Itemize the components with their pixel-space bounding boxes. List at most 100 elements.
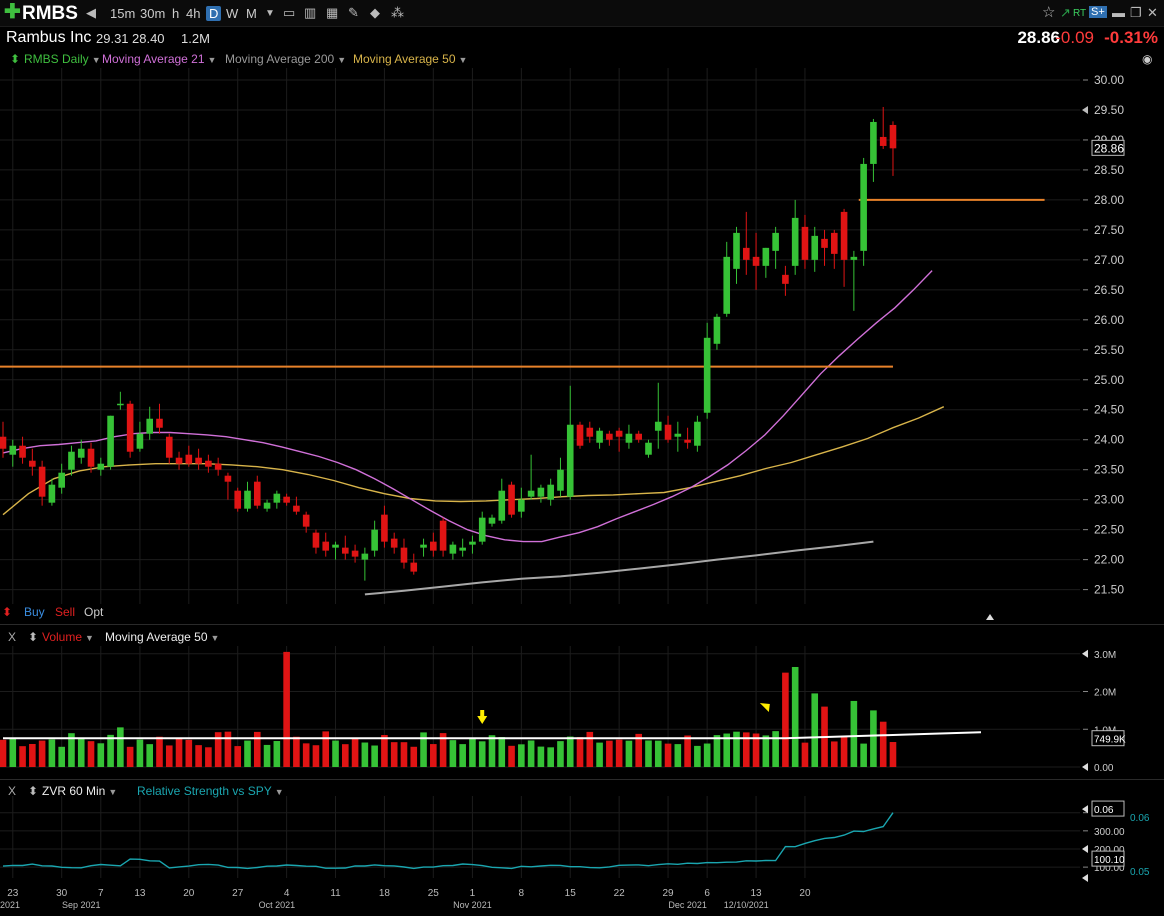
candle <box>557 469 564 491</box>
palette-icon[interactable]: ◉ <box>1142 52 1153 66</box>
candle <box>782 274 789 284</box>
settings-icon[interactable]: S+ <box>1089 6 1107 18</box>
candle <box>469 541 476 545</box>
draw-icon[interactable]: ✎ <box>348 5 359 20</box>
timeframe-d[interactable]: D <box>206 6 222 21</box>
volume-bar <box>469 737 476 767</box>
volume-ma-label[interactable]: Moving Average 50 ▼ <box>105 630 220 644</box>
volume-bar <box>420 732 427 767</box>
close-icon[interactable]: ✕ <box>1147 5 1158 20</box>
candle <box>488 517 496 524</box>
alert-icon[interactable]: ↗ <box>1060 5 1071 20</box>
order-bar: ⬍ Buy Sell Opt <box>0 605 300 621</box>
price-tick-label: 21.50 <box>1094 583 1124 597</box>
candle <box>811 235 819 260</box>
volume-bar <box>791 666 799 767</box>
candle <box>772 232 779 251</box>
grid-icon[interactable]: ▦ <box>326 5 339 20</box>
legend-grip-icon[interactable]: ⬍ <box>10 52 21 66</box>
arrow-marker-icon <box>1082 763 1088 771</box>
speaker-icon[interactable]: ◀ <box>86 5 96 20</box>
price-change-percent: -0.31% <box>1104 28 1158 47</box>
volume-bar <box>205 747 212 767</box>
price-tick-label: 25.00 <box>1094 373 1124 387</box>
timeframe-4h[interactable]: 4h <box>186 6 201 21</box>
x-tick-label: 20 <box>183 888 195 899</box>
arrow-marker-icon <box>1082 874 1088 882</box>
candle <box>478 517 486 542</box>
sell-button[interactable]: Sell <box>55 605 76 619</box>
volume-bar <box>68 733 75 767</box>
zvr-close-button[interactable]: X <box>8 784 17 798</box>
rs-line <box>2 812 894 870</box>
symbol-input[interactable]: RMBS <box>22 3 78 24</box>
add-symbol-icon[interactable]: ✚ <box>4 1 21 23</box>
tag-icon[interactable]: ◆ <box>370 5 380 20</box>
candle <box>566 424 574 497</box>
options-button[interactable]: Opt <box>84 605 104 619</box>
zvr-panel-header: X ⬍ ZVR 60 Min ▼ Relative Strength vs SPY… <box>0 784 400 800</box>
timeframe-dropdown-icon[interactable]: ▼ <box>265 8 275 19</box>
volume-close-button[interactable]: X <box>8 630 17 644</box>
arrow-marker-icon <box>1082 105 1088 114</box>
zvr-tag-1b: 0.06 <box>1130 813 1150 824</box>
month-label: Nov 2021 <box>453 900 492 910</box>
timeframe-h[interactable]: h <box>172 6 180 21</box>
volume-grip-icon[interactable]: ⬍ <box>28 630 39 644</box>
x-tick-label: 23 <box>7 888 19 899</box>
price-tick-label: 25.50 <box>1094 343 1124 357</box>
volume-bar <box>596 742 603 767</box>
price-tick-label: 28.00 <box>1094 193 1124 207</box>
volume-bar <box>684 735 691 767</box>
volume-bar <box>694 745 701 767</box>
volume-bar <box>117 727 124 767</box>
candle <box>146 418 153 434</box>
candle <box>195 457 202 464</box>
volume-bar <box>606 740 613 767</box>
volume-bar <box>234 746 242 767</box>
volume-ma-line <box>3 731 982 740</box>
star-icon[interactable]: ☆ <box>1042 4 1056 21</box>
candle <box>831 232 838 254</box>
timeframe-15m[interactable]: 15m <box>110 6 136 21</box>
bars-icon[interactable]: ▥ <box>304 5 317 20</box>
legend-ma50[interactable]: Moving Average 50 ▼ <box>353 52 468 66</box>
rs-label[interactable]: Relative Strength vs SPY ▼ <box>137 784 284 798</box>
panel-divider[interactable] <box>0 624 1164 625</box>
volume-bar <box>625 740 633 767</box>
zvr-grip-icon[interactable]: ⬍ <box>28 784 39 798</box>
timeframe-w[interactable]: W <box>226 6 239 21</box>
volume-bar <box>107 734 114 767</box>
timeframe-30m[interactable]: 30m <box>140 6 166 21</box>
share-icon[interactable]: ⁂ <box>391 5 404 20</box>
legend-ma21[interactable]: Moving Average 21 ▼ <box>102 52 217 66</box>
volume-panel <box>0 651 982 767</box>
order-grip-icon: ⬍ <box>2 605 13 619</box>
candle <box>430 541 437 551</box>
legend-series[interactable]: RMBS Daily ▼ <box>24 52 101 66</box>
volume-bar <box>244 740 251 767</box>
price-tick-label: 22.00 <box>1094 553 1124 567</box>
volume-bar <box>332 740 339 767</box>
zvr-title[interactable]: ZVR 60 Min ▼ <box>42 784 118 798</box>
candle <box>332 544 339 548</box>
price-tick-label: 24.00 <box>1094 433 1124 447</box>
minimize-icon[interactable]: ▬ <box>1112 5 1125 20</box>
restore-icon[interactable]: ❐ <box>1130 5 1142 20</box>
candle <box>606 433 613 440</box>
volume-bar <box>615 739 623 767</box>
volume-bar <box>175 738 183 767</box>
rt-icon[interactable]: RT <box>1073 8 1087 19</box>
chart-type-icon[interactable]: ▭ <box>283 5 296 20</box>
legend-ma200[interactable]: Moving Average 200 ▼ <box>225 52 347 66</box>
volume-panel-header: X ⬍ Volume ▼ Moving Average 50 ▼ <box>0 630 400 646</box>
buy-button[interactable]: Buy <box>24 605 45 619</box>
volume-bar <box>58 746 65 767</box>
timeframe-m[interactable]: M <box>246 6 257 21</box>
zvr-tag-1-box <box>1091 800 1125 817</box>
volume-title[interactable]: Volume ▼ <box>42 630 94 644</box>
x-tick-label: 11 <box>330 888 341 899</box>
panel-divider[interactable] <box>0 779 1164 780</box>
candle <box>703 337 711 413</box>
